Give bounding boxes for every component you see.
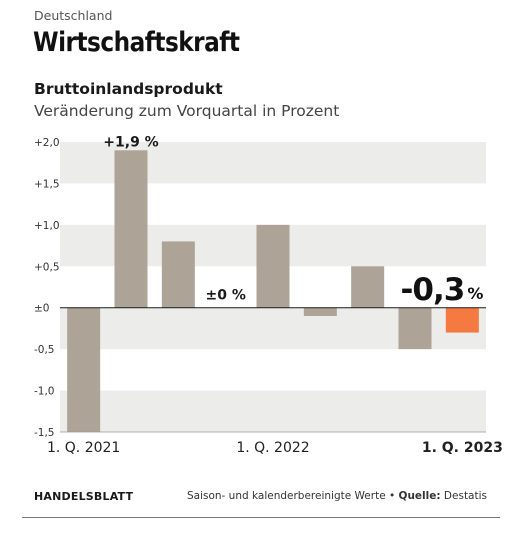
y-tick-label: +0,5 [34,261,60,273]
y-tick-label: -0,5 [34,344,55,356]
brand-logo: HANDELSBLATT [34,490,134,503]
value-label: ±0 % [205,288,245,304]
bar-highlight [445,307,479,333]
x-tick-label: 1. Q. 2023 [422,440,503,456]
bar [67,307,101,432]
bar [256,224,290,308]
chart-title: Bruttoinlandsprodukt [34,80,223,98]
bar [303,307,337,316]
bar [398,307,432,350]
chart-subtitle: Veränderung zum Vorquartal in Prozent [34,102,340,120]
highlight-value-label: -0,3 [401,272,465,308]
x-tick-label: 1. Q. 2021 [47,440,120,456]
source-name: Destatis [443,490,487,502]
footer-divider [22,517,500,518]
bar [114,150,148,308]
bullet-separator: • [389,490,399,502]
y-tick-label: +1,5 [34,178,60,190]
value-label: +1,9 % [103,134,158,150]
y-tick-label: +1,0 [34,220,60,232]
highlight-unit-label: % [467,284,483,303]
bar [161,241,195,308]
grid-band [60,390,486,432]
source-note: Saison- und kalenderbereinigte Werte • Q… [187,490,487,502]
bar [351,266,385,308]
source-label: Quelle: [398,490,441,502]
y-tick-label: -1,0 [34,386,55,398]
kicker: Deutschland [34,8,113,23]
bar-chart: +2,0 +1,5 +1,0 +0,5 ±0 -0,5 -1,0 -1,51. Q. 2021… [34,134,503,456]
source-note-text: Saison- und kalenderbereinigte Werte [186,490,386,502]
x-tick-label: 1. Q. 2022 [236,440,309,456]
y-tick-label: +2,0 [34,137,60,149]
page-title: Wirtschaftskraft [33,27,240,58]
y-tick-label: -1,5 [34,427,55,439]
y-tick-label: ±0 [34,303,49,315]
